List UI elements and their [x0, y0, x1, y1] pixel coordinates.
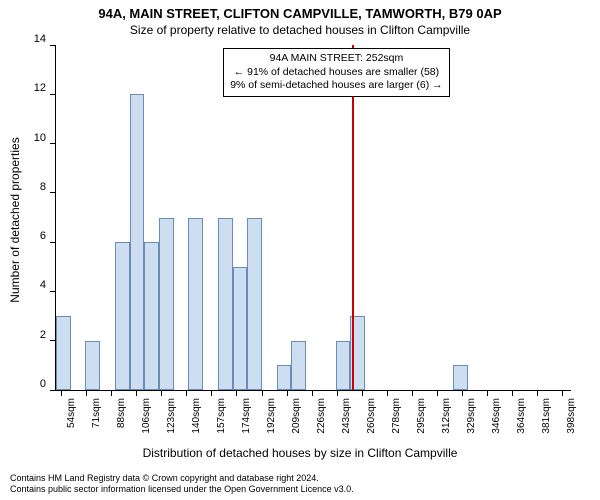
ytick: [50, 242, 56, 243]
ytick-label: 0: [21, 378, 46, 390]
xtick-label: 123sqm: [166, 398, 177, 434]
xtick-label: 295sqm: [416, 398, 427, 434]
xtick: [362, 390, 363, 396]
ytick-label: 8: [21, 181, 46, 193]
xtick: [487, 390, 488, 396]
info-line3: 9% of semi-detached houses are larger (6…: [230, 79, 442, 93]
chart-container: 94A, MAIN STREET, CLIFTON CAMPVILLE, TAM…: [0, 0, 600, 500]
xtick: [136, 390, 137, 396]
histogram-bar: [233, 267, 248, 390]
histogram-bar: [277, 365, 292, 390]
histogram-bar: [159, 218, 174, 391]
xtick: [312, 390, 313, 396]
ytick-label: 2: [21, 329, 46, 341]
xtick-label: 226sqm: [316, 398, 327, 434]
xtick-label: 106sqm: [141, 398, 152, 434]
xtick-label: 140sqm: [191, 398, 202, 434]
xtick: [111, 390, 112, 396]
xtick-label: 71sqm: [91, 398, 102, 428]
xtick: [211, 390, 212, 396]
xtick: [186, 390, 187, 396]
xtick-label: 329sqm: [466, 398, 477, 434]
histogram-bar: [56, 316, 71, 390]
xtick-label: 312sqm: [441, 398, 452, 434]
xtick: [537, 390, 538, 396]
ytick: [50, 143, 56, 144]
xtick: [437, 390, 438, 396]
xtick-label: 260sqm: [366, 398, 377, 434]
xtick: [512, 390, 513, 396]
ytick: [50, 192, 56, 193]
histogram-bar: [453, 365, 468, 390]
ytick: [50, 94, 56, 95]
xtick: [161, 390, 162, 396]
xtick: [86, 390, 87, 396]
xtick-label: 192sqm: [266, 398, 277, 434]
attribution: Contains HM Land Registry data © Crown c…: [10, 473, 354, 496]
histogram-bar: [144, 242, 159, 390]
histogram-bar: [336, 341, 351, 390]
xtick: [387, 390, 388, 396]
ytick-label: 10: [21, 132, 46, 144]
ytick-label: 6: [21, 230, 46, 242]
ytick: [50, 45, 56, 46]
xtick-label: 346sqm: [491, 398, 502, 434]
xtick-label: 174sqm: [241, 398, 252, 434]
xtick: [236, 390, 237, 396]
info-line2: ← 91% of detached houses are smaller (58…: [230, 66, 442, 80]
xtick-label: 364sqm: [516, 398, 527, 434]
ytick-label: 14: [21, 33, 46, 45]
xtick-label: 398sqm: [566, 398, 577, 434]
xtick: [562, 390, 563, 396]
xtick: [61, 390, 62, 396]
ytick-label: 12: [21, 82, 46, 94]
xtick-label: 278sqm: [391, 398, 402, 434]
xtick: [337, 390, 338, 396]
xtick-label: 54sqm: [66, 398, 77, 428]
ytick: [50, 291, 56, 292]
xtick-label: 209sqm: [291, 398, 302, 434]
attribution-line1: Contains HM Land Registry data © Crown c…: [10, 473, 354, 485]
plot-area: 0246810121454sqm71sqm88sqm106sqm123sqm14…: [55, 45, 571, 391]
xtick: [462, 390, 463, 396]
ytick-label: 4: [21, 279, 46, 291]
yaxis-title: Number of detached properties: [8, 137, 22, 302]
xtick: [287, 390, 288, 396]
histogram-bar: [247, 218, 262, 391]
info-line1: 94A MAIN STREET: 252sqm: [230, 52, 442, 66]
histogram-bar: [85, 341, 100, 390]
xtick-label: 243sqm: [341, 398, 352, 434]
xaxis-title: Distribution of detached houses by size …: [0, 446, 600, 460]
title-main: 94A, MAIN STREET, CLIFTON CAMPVILLE, TAM…: [0, 0, 600, 21]
xtick: [262, 390, 263, 396]
xtick: [412, 390, 413, 396]
xtick-label: 157sqm: [216, 398, 227, 434]
histogram-bar: [130, 94, 145, 390]
info-box: 94A MAIN STREET: 252sqm← 91% of detached…: [223, 48, 449, 97]
histogram-bar: [115, 242, 130, 390]
title-sub: Size of property relative to detached ho…: [0, 21, 600, 37]
attribution-line2: Contains public sector information licen…: [10, 484, 354, 496]
histogram-bar: [291, 341, 306, 390]
xtick-label: 88sqm: [116, 398, 127, 428]
histogram-bar: [188, 218, 203, 391]
xtick-label: 381sqm: [541, 398, 552, 434]
histogram-bar: [218, 218, 233, 391]
